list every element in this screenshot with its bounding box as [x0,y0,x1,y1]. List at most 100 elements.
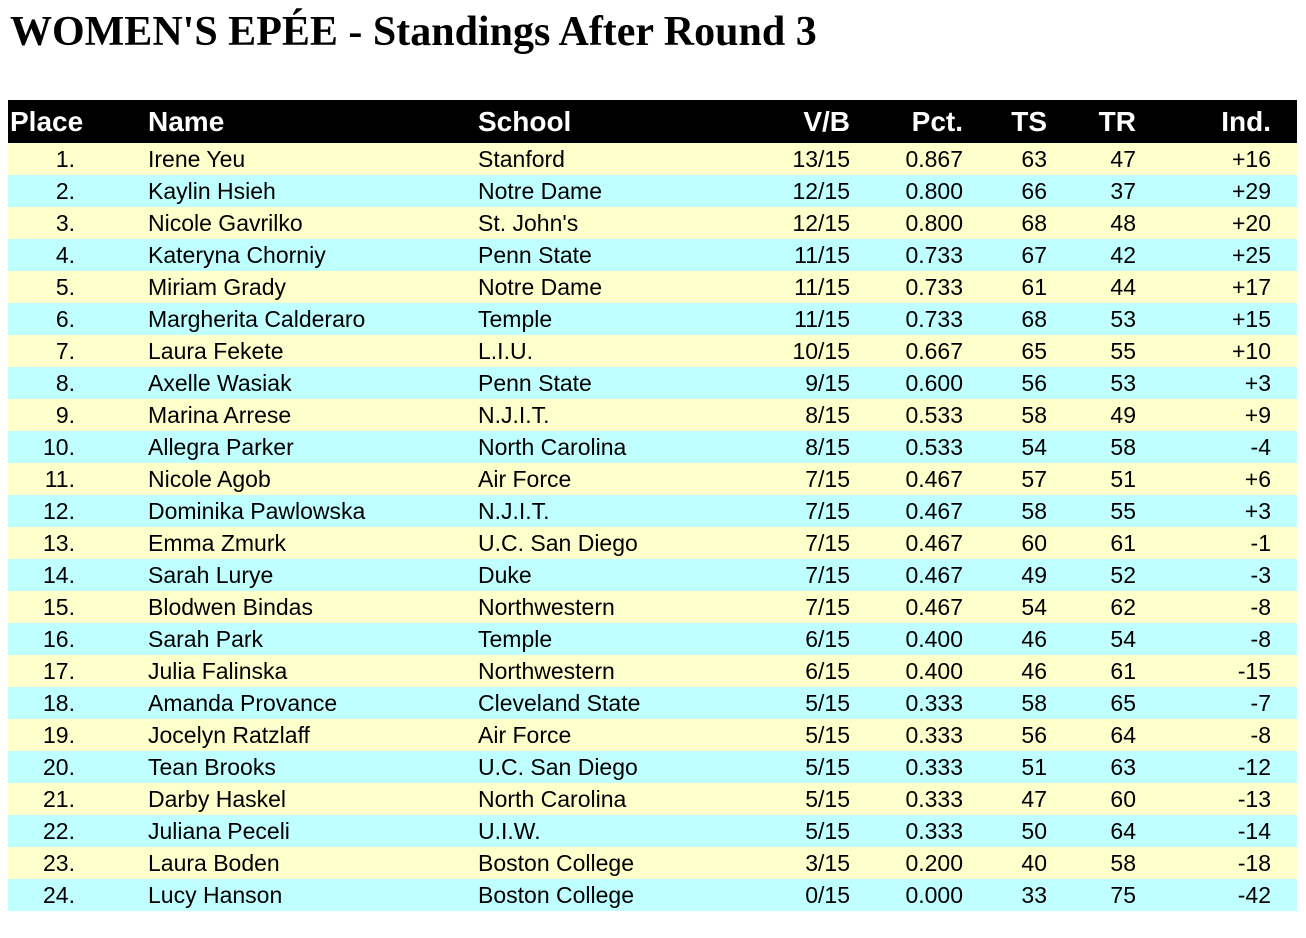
page-title: WOMEN'S EPÉE - Standings After Round 3 [10,9,817,55]
cell-tr: 61 [1110,657,1136,684]
cell-place: 6. [55,305,75,332]
cell-school: Notre Dame [478,273,602,300]
cell-ts: 56 [1021,369,1047,396]
cell-place: 23. [43,849,75,876]
table-row: 4. Kateryna Chorniy Penn State 11/15 0.7… [8,239,1297,272]
cell-tr: 60 [1110,785,1136,812]
cell-pct: 0.467 [905,561,963,588]
cell-vb: 12/15 [792,209,850,236]
cell-vb: 12/15 [792,177,850,204]
cell-place: 18. [43,689,75,716]
table-row: 12. Dominika Pawlowska N.J.I.T. 7/15 0.4… [8,495,1297,528]
cell-ts: 46 [1021,657,1047,684]
column-header-ts: TS [965,100,1049,144]
cell-pct: 0.733 [905,273,963,300]
cell-school: Notre Dame [478,177,602,204]
cell-name: Blodwen Bindas [148,593,313,620]
cell-pct: 0.733 [905,305,963,332]
column-header-school: School [476,100,700,144]
cell-vb: 5/15 [805,817,850,844]
cell-pct: 0.333 [905,721,963,748]
cell-ind: +6 [1244,465,1271,492]
cell-ind: -18 [1237,849,1271,876]
table-row: 18. Amanda Provance Cleveland State 5/15… [8,687,1297,720]
cell-ind: -15 [1237,657,1271,684]
cell-pct: 0.333 [905,817,963,844]
cell-pct: 0.333 [905,785,963,812]
cell-place: 1. [55,145,75,172]
cell-tr: 62 [1110,593,1136,620]
cell-ind: +16 [1231,145,1271,172]
column-header-vb: V/B [700,100,852,144]
cell-pct: 0.467 [905,529,963,556]
cell-tr: 51 [1110,465,1136,492]
cell-pct: 0.333 [905,689,963,716]
cell-tr: 55 [1110,337,1136,364]
cell-ts: 46 [1021,625,1047,652]
cell-tr: 49 [1110,401,1136,428]
cell-name: Kaylin Hsieh [148,177,276,204]
cell-school: Temple [478,305,553,332]
cell-ind: +3 [1244,497,1271,524]
cell-ind: +9 [1244,401,1271,428]
table-row: 8. Axelle Wasiak Penn State 9/15 0.600 5… [8,367,1297,400]
cell-name: Sarah Park [148,625,264,652]
column-header-name: Name [146,100,476,144]
cell-name: Nicole Gavrilko [148,209,303,236]
cell-name: Sarah Lurye [148,561,274,588]
table-row: 17. Julia Falinska Northwestern 6/15 0.4… [8,655,1297,688]
cell-vb: 8/15 [805,401,850,428]
cell-ind: -8 [1250,721,1271,748]
cell-pct: 0.333 [905,753,963,780]
cell-place: 7. [55,337,75,364]
cell-ts: 68 [1021,209,1047,236]
cell-school: Stanford [478,145,565,172]
cell-vb: 11/15 [794,241,850,268]
cell-ind: -8 [1250,593,1271,620]
cell-ind: +3 [1244,369,1271,396]
cell-school: Penn State [478,369,592,396]
cell-pct: 0.800 [905,209,963,236]
cell-ts: 49 [1021,561,1047,588]
cell-name: Kateryna Chorniy [148,241,326,268]
cell-school: N.J.I.T. [478,401,550,428]
cell-place: 4. [55,241,75,268]
cell-school: U.C. San Diego [478,753,638,780]
cell-tr: 53 [1110,305,1136,332]
cell-ind: -7 [1250,689,1271,716]
cell-pct: 0.800 [905,177,963,204]
cell-tr: 58 [1110,849,1136,876]
cell-pct: 0.000 [905,881,963,908]
cell-school: Northwestern [478,657,615,684]
cell-vb: 7/15 [805,497,850,524]
cell-school: U.C. San Diego [478,529,638,556]
cell-school: N.J.I.T. [478,497,550,524]
cell-pct: 0.400 [905,657,963,684]
cell-name: Irene Yeu [148,145,246,172]
table-row: 23. Laura Boden Boston College 3/15 0.20… [8,847,1297,880]
standings-body: 1. Irene Yeu Stanford 13/15 0.867 63 47 … [8,143,1297,912]
cell-place: 21. [43,785,75,812]
cell-tr: 42 [1110,241,1136,268]
cell-name: Juliana Peceli [148,817,290,844]
cell-pct: 0.467 [905,593,963,620]
cell-ts: 56 [1021,721,1047,748]
cell-pct: 0.400 [905,625,963,652]
cell-ts: 40 [1021,849,1047,876]
cell-school: Air Force [478,721,572,748]
cell-place: 9. [55,401,75,428]
cell-place: 2. [55,177,75,204]
table-row: 6. Margherita Calderaro Temple 11/15 0.7… [8,303,1297,336]
cell-school: Duke [478,561,532,588]
cell-ts: 67 [1021,241,1047,268]
cell-tr: 54 [1110,625,1136,652]
cell-tr: 61 [1110,529,1136,556]
cell-ind: +25 [1231,241,1271,268]
cell-school: North Carolina [478,433,627,460]
table-row: 5. Miriam Grady Notre Dame 11/15 0.733 6… [8,271,1297,304]
cell-vb: 0/15 [805,881,850,908]
cell-vb: 8/15 [805,433,850,460]
cell-school: Northwestern [478,593,615,620]
cell-ind: -13 [1237,785,1271,812]
cell-ind: +17 [1231,273,1271,300]
